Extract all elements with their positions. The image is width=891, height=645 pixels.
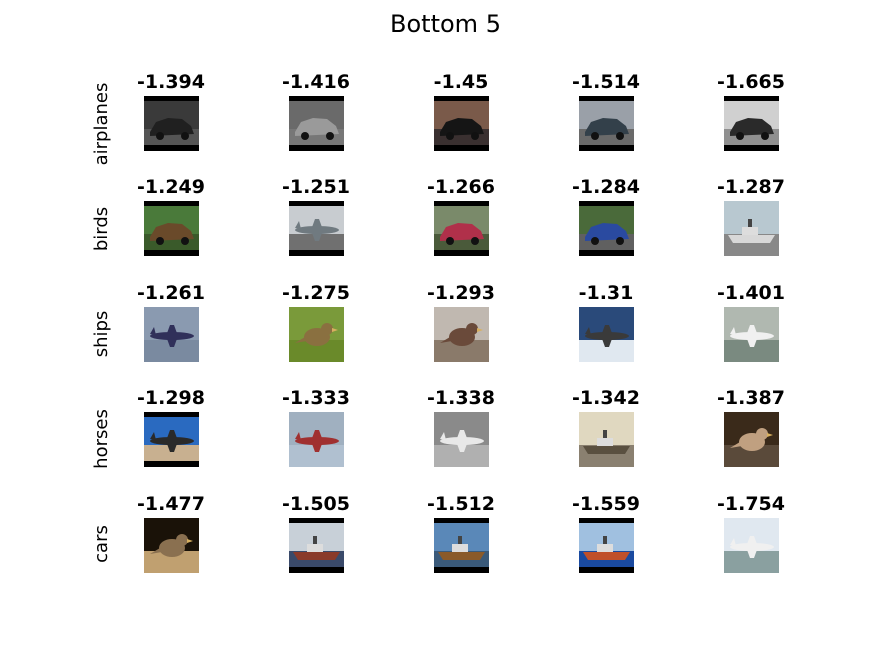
thumbnail-image [144,96,199,151]
thumbnail-image [289,518,344,573]
thumbnail-image [724,412,779,467]
score-label: -1.505 [282,493,350,515]
score-label: -1.416 [282,71,350,93]
chart-title: Bottom 5 [390,10,501,38]
score-label: -1.249 [137,176,205,198]
thumbnail-picture [724,518,779,573]
thumbnail-image [289,307,344,362]
score-label: -1.387 [717,387,785,409]
score-label: -1.293 [427,282,495,304]
thumbnail-picture [434,96,489,151]
thumbnail-image [289,96,344,151]
thumbnail-picture [434,412,489,467]
score-label: -1.251 [282,176,350,198]
thumbnail-image [579,201,634,256]
score-label: -1.31 [578,282,634,304]
thumbnail-image [579,412,634,467]
score-label: -1.261 [137,282,205,304]
thumbnail-image [434,412,489,467]
thumbnail-image [724,201,779,256]
thumbnail-picture [724,96,779,151]
thumbnail-image [144,201,199,256]
thumbnail-image [724,518,779,573]
thumbnail-image [579,518,634,573]
score-label: -1.559 [572,493,640,515]
score-label: -1.754 [717,493,785,515]
score-label: -1.266 [427,176,495,198]
thumbnail-picture [434,307,489,362]
score-label: -1.512 [427,493,495,515]
score-label: -1.275 [282,282,350,304]
thumbnail-image [434,307,489,362]
thumbnail-image [144,307,199,362]
thumbnail-picture [724,307,779,362]
thumbnail-picture [579,96,634,151]
score-label: -1.284 [572,176,640,198]
thumbnail-picture [144,518,199,573]
thumbnail-picture [144,201,199,256]
score-label: -1.394 [137,71,205,93]
thumbnail-picture [144,412,199,467]
score-label: -1.477 [137,493,205,515]
thumbnail-image [579,307,634,362]
thumbnail-picture [289,96,344,151]
score-label: -1.665 [717,71,785,93]
thumbnail-image [289,201,344,256]
thumbnail-picture [579,201,634,256]
thumbnail-picture [289,307,344,362]
score-label: -1.298 [137,387,205,409]
thumbnail-image [434,96,489,151]
thumbnail-image [724,307,779,362]
thumbnail-picture [289,412,344,467]
thumbnail-picture [579,412,634,467]
thumbnail-picture [724,201,779,256]
thumbnail-image [289,412,344,467]
score-label: -1.45 [433,71,489,93]
score-label: -1.338 [427,387,495,409]
score-label: -1.342 [572,387,640,409]
score-label: -1.514 [572,71,640,93]
score-label: -1.333 [282,387,350,409]
thumbnail-picture [434,201,489,256]
thumbnail-image [579,96,634,151]
thumbnail-image [144,412,199,467]
thumbnail-picture [579,518,634,573]
thumbnail-picture [144,96,199,151]
thumbnail-picture [289,518,344,573]
thumbnail-image [434,201,489,256]
thumbnail-image [724,96,779,151]
thumbnail-picture [144,307,199,362]
thumbnail-picture [579,307,634,362]
thumbnail-picture [724,412,779,467]
thumbnail-image [434,518,489,573]
score-label: -1.287 [717,176,785,198]
thumbnail-image [144,518,199,573]
thumbnail-picture [434,518,489,573]
score-label: -1.401 [717,282,785,304]
thumbnail-picture [289,201,344,256]
